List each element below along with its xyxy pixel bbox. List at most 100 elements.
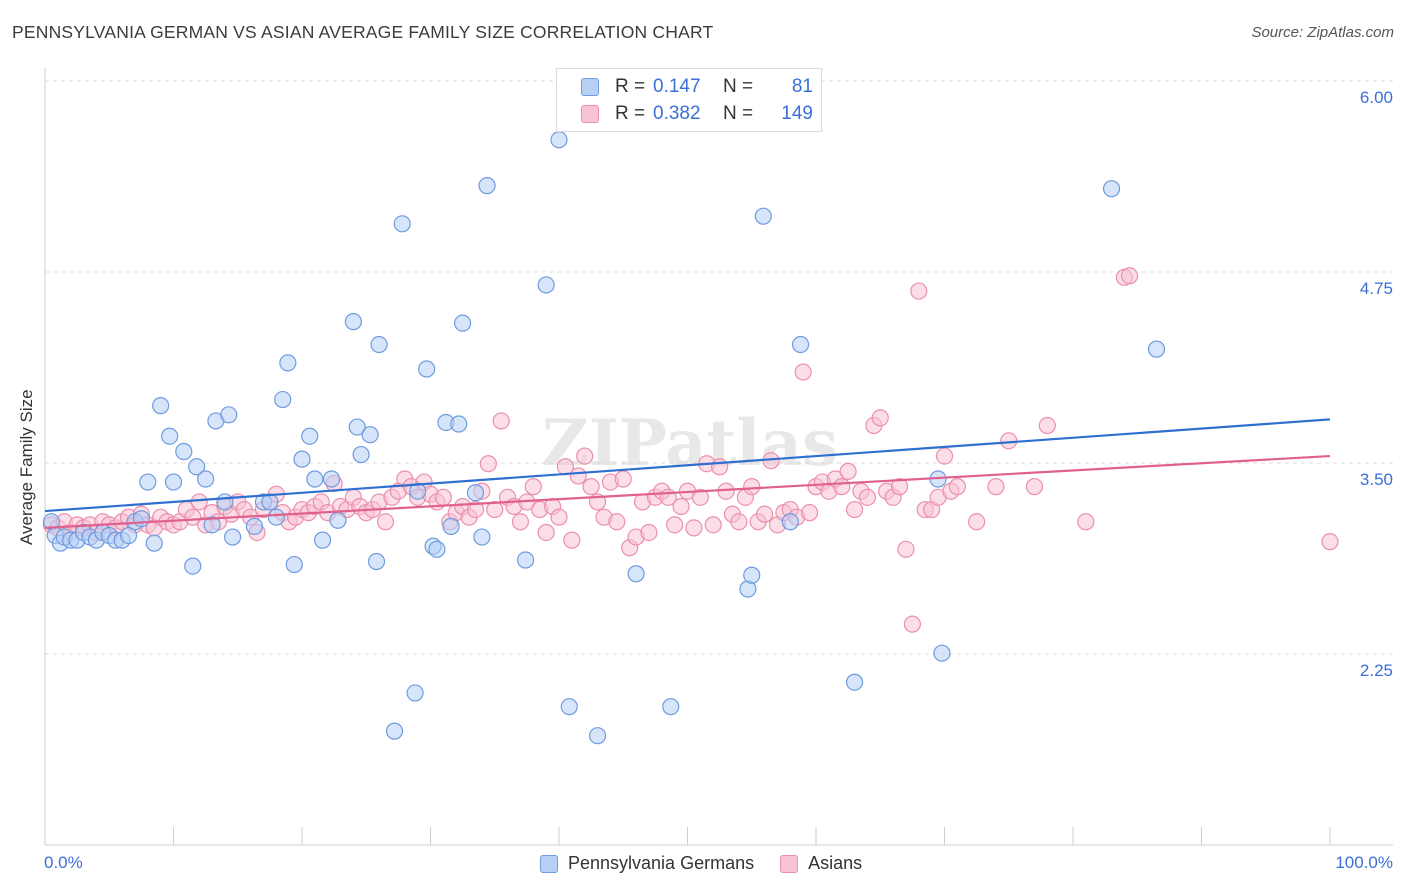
legend-item-asians: Asians (780, 853, 862, 874)
asians-point (743, 478, 761, 496)
pennsylvania-germans-point (791, 335, 810, 354)
stats-legend: R = 0.147 N = 81 R = 0.382 N = 149 (556, 68, 822, 132)
asians-point (755, 505, 774, 523)
chart-title: PENNSYLVANIA GERMAN VS ASIAN AVERAGE FAM… (12, 22, 714, 42)
gridlines (45, 80, 1393, 655)
pennsylvania-germans-point (450, 415, 468, 433)
pennsylvania-germans-point (454, 314, 472, 332)
pennsylvania-germans-point (245, 517, 264, 535)
asians-point (1025, 478, 1044, 496)
asians-point (486, 500, 504, 519)
y-tick-labels: 6.00 4.75 3.50 2.25 (1360, 88, 1393, 680)
asians-point (640, 523, 658, 542)
asians-point (903, 615, 921, 633)
asians-point (550, 508, 568, 526)
asians-point (582, 478, 600, 496)
asians-point (1000, 432, 1018, 450)
asians-point (666, 516, 684, 534)
watermark: ZIPatlas (542, 406, 838, 481)
pennsylvania-germans-point (473, 528, 491, 546)
asians-point (614, 470, 632, 488)
pennsylvania-germans-point (781, 513, 799, 531)
pennsylvania-germans-point (516, 551, 535, 569)
pennsylvania-germans-point (164, 473, 183, 491)
pennsylvania-germans-point (139, 473, 157, 491)
pennsylvania-germans-point (224, 528, 242, 546)
y-tick-label: 3.50 (1360, 470, 1393, 489)
pennsylvania-germans-point (184, 557, 202, 575)
pennsylvania-germans-point (466, 484, 485, 502)
asians-point (466, 500, 485, 519)
pennsylvania-germans-point (306, 470, 324, 488)
pennsylvania-germans-point (743, 566, 761, 584)
asians-point (376, 513, 395, 531)
pennsylvania-germans-point (216, 493, 234, 511)
pennsylvania-germans-point (344, 313, 362, 331)
asians-point (858, 488, 877, 506)
asians-point (704, 516, 722, 534)
pennsylvania-germans-point (152, 397, 170, 415)
asians-point (1120, 267, 1139, 285)
asians-point (987, 478, 1005, 496)
n-value: 149 (781, 103, 813, 124)
n-key: N = (723, 76, 754, 97)
asians-point (711, 458, 729, 476)
n-key: N = (723, 103, 754, 124)
asians-point (730, 513, 748, 531)
pennsylvania-germans-point (933, 644, 951, 662)
legend-swatch-pink (780, 854, 799, 873)
pennsylvania-germans-point (197, 470, 215, 488)
asians-point (794, 363, 812, 381)
pennsylvania-germans-point (329, 511, 347, 529)
asians-point (685, 519, 703, 537)
asians-point (434, 488, 452, 506)
y-tick-label: 2.25 (1360, 661, 1393, 680)
pennsylvania-germans-point (279, 354, 297, 372)
pennsylvania-germans-point (550, 131, 568, 149)
source-credit: Source: ZipAtlas.com (1251, 24, 1394, 41)
asians-point (839, 462, 857, 480)
pennsylvania-germans-point (188, 458, 206, 476)
blue-swatch (581, 78, 599, 96)
pennsylvania-germans-point (203, 516, 221, 534)
legend-row-pennsylvania-germans: R = 0.147 N = 81 (581, 75, 813, 99)
r-value: 0.382 (653, 103, 701, 124)
pennsylvania-germans-point (175, 442, 193, 461)
asians-point (190, 493, 208, 511)
trend-lines (44, 418, 1331, 529)
pennsylvania-germans-point (442, 517, 460, 535)
asians-point (672, 497, 690, 516)
pennsylvania-germans-point (322, 470, 341, 488)
pennsylvania-germans-point (845, 673, 864, 691)
pennsylvania-germans-point (301, 427, 319, 445)
asians-point (1321, 533, 1339, 551)
y-axis-label: Average Family Size (17, 389, 36, 545)
pennsylvania-germans-point (132, 510, 150, 528)
pennsylvania-germans-point (145, 534, 163, 552)
pennsylvania-germans-point (409, 482, 427, 500)
pennsylvania-germans-point (406, 684, 424, 702)
pennsylvania-germans-point (1147, 340, 1166, 358)
pennsylvania-germans-point (285, 555, 303, 574)
asians-point (871, 409, 889, 427)
legend-item-pennsylvania-germans: Pennsylvania Germans (540, 853, 754, 874)
pennsylvania-germans-point (352, 445, 370, 464)
x-tick-label-min: 0.0% (44, 853, 83, 872)
asians-point (184, 508, 202, 526)
legend-swatch-blue (540, 854, 558, 873)
r-value: 0.147 (653, 76, 701, 97)
pennsylvania-germans-point (385, 722, 404, 740)
pennsylvania-germans-point (261, 493, 279, 511)
asians-point (569, 467, 587, 485)
pennsylvania-germans-point (754, 207, 772, 225)
r-key: R = (615, 76, 646, 97)
pennsylvania-germans-point (370, 335, 388, 354)
pennsylvania-germans-point (560, 698, 578, 716)
pennsylvania-germans-point (119, 526, 138, 545)
asians-point (800, 504, 819, 522)
asians-point (479, 455, 497, 473)
pennsylvania-germans-point (348, 418, 366, 436)
pennsylvania-germans-point (361, 426, 379, 444)
asians-point (935, 447, 954, 465)
